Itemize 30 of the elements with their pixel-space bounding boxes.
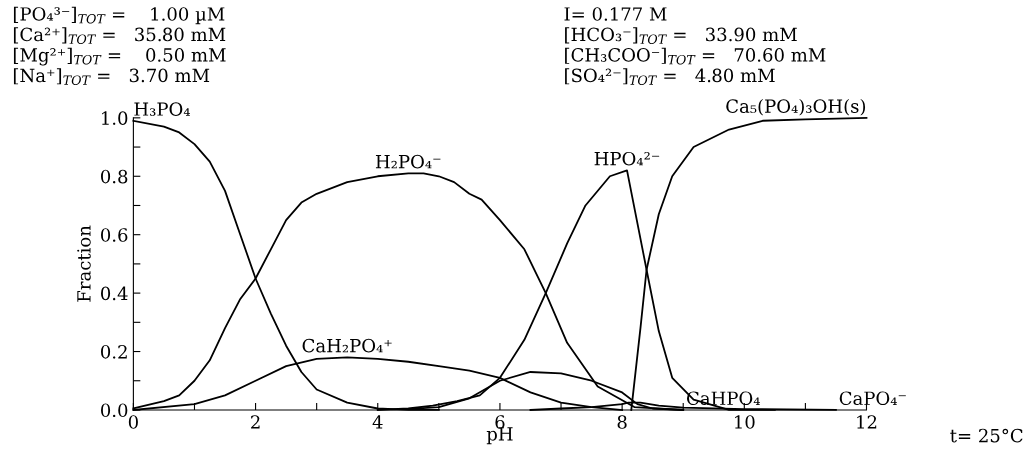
series-label: H₃PO₄ xyxy=(134,102,190,116)
x-tick-label: 4 xyxy=(372,415,383,429)
text: [PO₄³⁻]$_{TOT}$ = 1.00 µM xyxy=(13,6,225,25)
text: [HCO₃⁻]$_{TOT}$ = 33.90 mM xyxy=(565,27,797,45)
x-tick-label: 0 xyxy=(128,415,138,429)
text: I= 0.177 M xyxy=(564,7,667,21)
text: [CH₃COO⁻]$_{TOT}$ = 70.60 mM xyxy=(565,47,826,65)
text: t= 25°C xyxy=(950,428,1023,443)
series-label: Ca₅(PO₄)₃OH(s) xyxy=(726,98,866,116)
series-label: HPO₄²⁻ xyxy=(594,151,660,166)
text: [SO₄²⁻]$_{TOT}$ = 4.80 mM xyxy=(565,68,775,85)
x-tick-label: 6 xyxy=(495,415,505,429)
y-tick-label: 0.2 xyxy=(101,344,127,359)
text: [Ca²⁺]$_{TOT}$ = 35.80 mM xyxy=(13,27,226,45)
y-tick-label: 0.4 xyxy=(101,286,128,301)
text: [Na⁺]$_{TOT}$ = 3.70 mM xyxy=(13,68,210,85)
y-tick-label: 0.0 xyxy=(101,403,128,418)
y-axis-title: Fraction xyxy=(77,225,91,302)
x-axis-title: pH xyxy=(486,427,513,445)
x-tick-label: 8 xyxy=(617,415,627,429)
series-label: CaPO₄⁻ xyxy=(839,391,906,406)
x-tick-label: 2 xyxy=(251,415,260,429)
text: [Mg²⁺]$_{TOT}$ = 0.50 mM xyxy=(13,47,226,66)
series-label: CaH₂PO₄⁺ xyxy=(302,338,392,353)
y-tick-label: 1.0 xyxy=(102,111,128,125)
y-tick-label: 0.6 xyxy=(101,228,128,242)
series-label: H₂PO₄⁻ xyxy=(375,154,441,169)
x-tick-label: 10 xyxy=(735,415,755,429)
x-tick-label: 12 xyxy=(857,415,877,429)
y-tick-label: 0.8 xyxy=(101,169,128,184)
